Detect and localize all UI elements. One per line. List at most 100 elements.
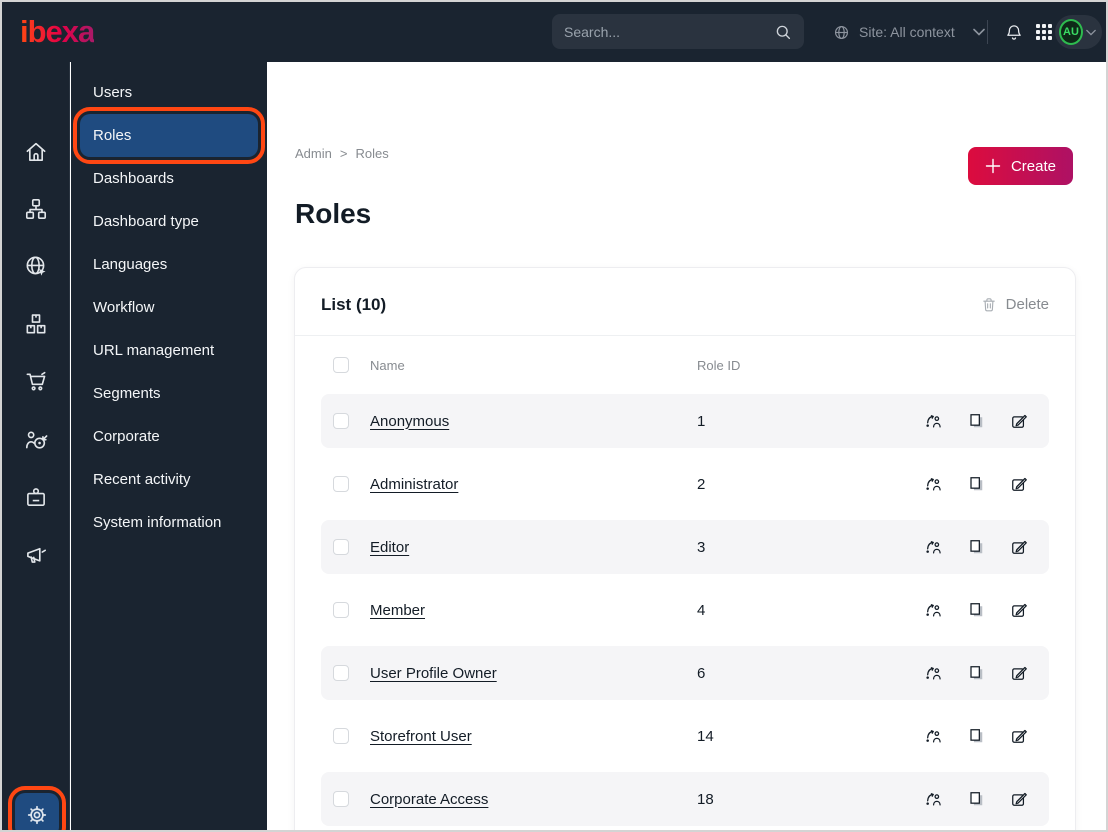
assign-users-icon[interactable]	[923, 663, 943, 683]
copy-icon[interactable]	[966, 663, 986, 683]
search-input[interactable]	[564, 23, 774, 40]
role-id-value: 6	[697, 664, 706, 682]
notifications-bell-icon[interactable]	[1003, 21, 1025, 43]
table-row: Anonymous 1	[321, 394, 1049, 448]
row-checkbox[interactable]	[333, 413, 349, 429]
role-name-link[interactable]: User Profile Owner	[370, 664, 497, 682]
menu-item-roles[interactable]: Roles	[73, 107, 265, 164]
menu-item-dashboard-type[interactable]: Dashboard type	[71, 200, 267, 243]
plus-icon	[985, 158, 1001, 174]
panel-divider	[295, 335, 1075, 336]
commerce-cart-icon[interactable]	[23, 368, 49, 394]
edit-icon[interactable]	[1009, 537, 1029, 557]
edit-icon[interactable]	[1009, 663, 1029, 683]
delete-button[interactable]: Delete	[980, 295, 1049, 314]
row-checkbox[interactable]	[333, 791, 349, 807]
table-row: Editor 3	[321, 520, 1049, 574]
row-checkbox[interactable]	[333, 476, 349, 492]
global-search[interactable]	[552, 14, 804, 49]
copy-icon[interactable]	[966, 537, 986, 557]
menu-item-label: Workflow	[93, 299, 155, 316]
menu-item-recent-activity[interactable]: Recent activity	[71, 458, 267, 501]
content-tree-icon[interactable]	[23, 196, 49, 222]
create-button[interactable]: Create	[967, 147, 1073, 185]
menu-item-label: Dashboards	[93, 170, 174, 187]
role-name-link[interactable]: Editor	[370, 538, 410, 556]
role-name-link[interactable]: Storefront User	[370, 727, 472, 745]
edit-icon[interactable]	[1009, 789, 1029, 809]
app-grid-icon[interactable]	[1033, 21, 1055, 43]
marketing-megaphone-icon[interactable]	[23, 542, 49, 568]
trash-icon	[980, 295, 998, 314]
edit-icon[interactable]	[1009, 474, 1029, 494]
role-name-link[interactable]: Corporate Access	[370, 790, 489, 808]
page-title: Roles	[295, 198, 372, 229]
site-context-switcher[interactable]: Site: All context	[832, 2, 985, 62]
assign-users-icon[interactable]	[923, 600, 943, 620]
edit-icon[interactable]	[1009, 600, 1029, 620]
assign-users-icon[interactable]	[923, 789, 943, 809]
chevron-down-icon	[1086, 29, 1096, 36]
menu-item-label: Languages	[93, 256, 168, 273]
globe-icon	[832, 23, 851, 42]
row-checkbox[interactable]	[333, 728, 349, 744]
site-context-label: Site: All context	[859, 24, 955, 40]
copy-icon[interactable]	[966, 789, 986, 809]
delete-button-label: Delete	[1005, 296, 1049, 313]
user-menu[interactable]: AU	[1055, 15, 1102, 49]
corporate-badge-icon[interactable]	[23, 484, 49, 510]
menu-item-workflow[interactable]: Workflow	[71, 286, 267, 329]
create-button-label: Create	[1010, 157, 1056, 175]
menu-item-label: System information	[93, 514, 222, 531]
menu-item-url-management[interactable]: URL management	[71, 329, 267, 372]
menu-item-segments[interactable]: Segments	[71, 372, 267, 415]
edit-icon[interactable]	[1009, 411, 1029, 431]
row-checkbox[interactable]	[333, 539, 349, 555]
breadcrumb-roles[interactable]: Roles	[355, 146, 389, 161]
menu-item-languages[interactable]: Languages	[71, 243, 267, 286]
role-name-link[interactable]: Administrator	[370, 475, 459, 493]
home-icon[interactable]	[23, 139, 49, 165]
role-id-value: 18	[697, 790, 714, 808]
edit-icon[interactable]	[1009, 726, 1029, 746]
copy-icon[interactable]	[966, 474, 986, 494]
table-row: Storefront User 14	[321, 709, 1049, 763]
assign-users-icon[interactable]	[923, 537, 943, 557]
menu-item-system-information[interactable]: System information	[71, 501, 267, 544]
menu-item-label: Dashboard type	[93, 213, 199, 230]
menu-list: Users Roles Dashboards Dashboard type Langua…	[71, 71, 267, 544]
select-all-checkbox[interactable]	[333, 357, 349, 373]
breadcrumb-admin[interactable]: Admin	[295, 146, 332, 161]
table-row: Administrator 2	[321, 457, 1049, 511]
breadcrumb: Admin > Roles	[295, 146, 389, 161]
copy-icon[interactable]	[966, 600, 986, 620]
list-title: List (10)	[321, 294, 387, 314]
admin-menu: Users Roles Dashboards Dashboard type Langua…	[71, 62, 267, 830]
role-name-link[interactable]: Member	[370, 601, 426, 619]
topbar-divider	[987, 20, 988, 44]
copy-icon[interactable]	[966, 411, 986, 431]
role-name-link[interactable]: Anonymous	[370, 412, 450, 430]
table-row: Member 4	[321, 583, 1049, 637]
assign-users-icon[interactable]	[923, 474, 943, 494]
copy-icon[interactable]	[966, 726, 986, 746]
column-header-name: Name	[370, 357, 405, 373]
menu-item-dashboards[interactable]: Dashboards	[71, 157, 267, 200]
site-globe-icon[interactable]	[23, 253, 49, 279]
products-boxes-icon[interactable]	[23, 311, 49, 337]
admin-gear-icon[interactable]	[8, 786, 66, 830]
assign-users-icon[interactable]	[923, 726, 943, 746]
row-checkbox[interactable]	[333, 665, 349, 681]
menu-item-label: Corporate	[93, 428, 160, 445]
personalization-target-icon[interactable]	[23, 427, 49, 453]
row-checkbox[interactable]	[333, 602, 349, 618]
table-row: User Profile Owner 6	[321, 646, 1049, 700]
column-header-role-id: Role ID	[697, 357, 741, 373]
table-body: Anonymous 1	[321, 394, 1049, 830]
search-icon[interactable]	[774, 23, 792, 41]
assign-users-icon[interactable]	[923, 411, 943, 431]
menu-item-corporate[interactable]: Corporate	[71, 415, 267, 458]
menu-item-label: URL management	[93, 342, 215, 359]
menu-item-users[interactable]: Users	[71, 71, 267, 114]
